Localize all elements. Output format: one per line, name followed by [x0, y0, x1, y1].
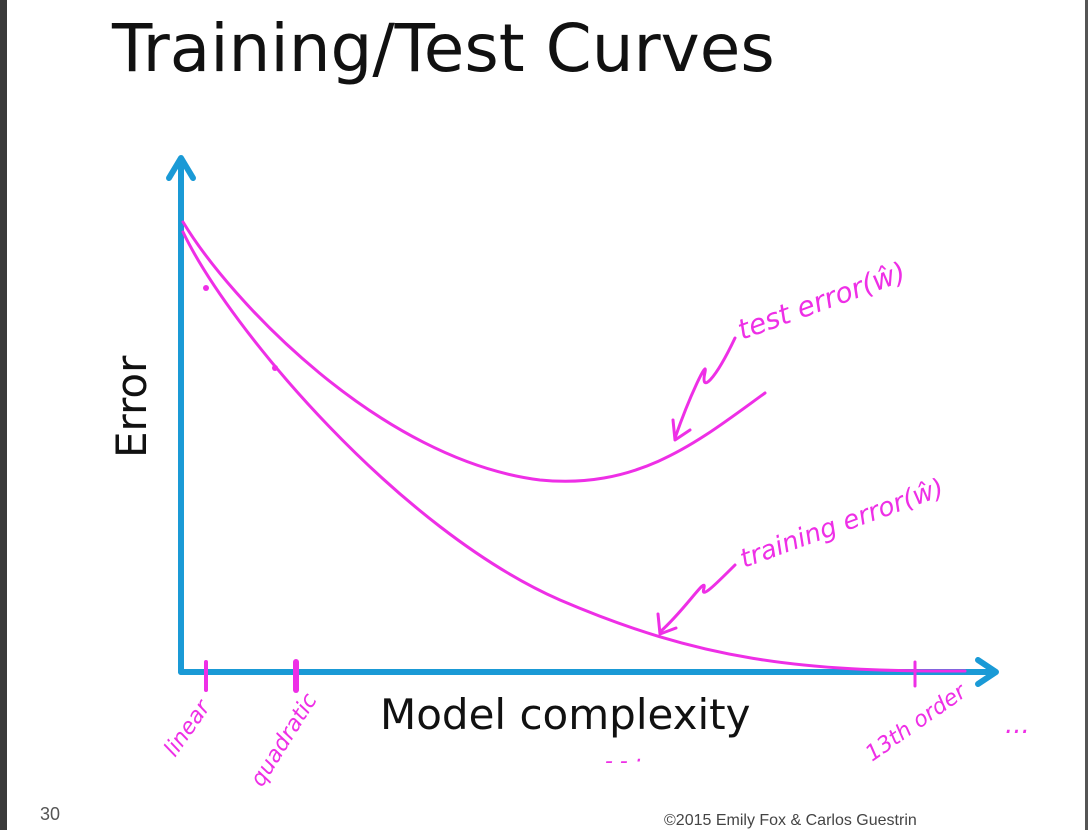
- slide-number: 30: [40, 804, 61, 824]
- tick-label-13th-order: 13th order: [861, 678, 972, 766]
- trailing-dots-annotation: ...: [1005, 710, 1030, 740]
- y-axis-label: Error: [107, 355, 156, 458]
- y-axis-arrowhead: [166, 155, 196, 181]
- tick-label-linear: linear: [159, 695, 216, 762]
- linear-point-marker: [203, 285, 209, 291]
- test-error-curve: [181, 220, 767, 483]
- slide-right-border: [1085, 0, 1088, 830]
- quadratic-point-marker: [272, 365, 278, 371]
- test-curve-pointer-head: [671, 418, 692, 442]
- training-error-annotation: training error(ŵ): [736, 473, 948, 575]
- training-curve-pointer-head: [656, 612, 678, 636]
- test-error-annotation: test error(ŵ): [733, 255, 910, 346]
- middle-dots-annotation: - - ·: [605, 749, 642, 774]
- slide-left-border: [0, 0, 7, 830]
- tick-label-quadratic: quadratic: [246, 689, 323, 791]
- x-axis-arrowhead: [975, 657, 999, 687]
- slide-title: Training/Test Curves: [112, 10, 775, 87]
- x-axis-label: Model complexity: [380, 690, 750, 739]
- training-curve-pointer-arrow: [658, 563, 737, 634]
- training-error-curve: [181, 230, 967, 673]
- test-curve-pointer-arrow: [673, 336, 737, 440]
- copyright-notice: ©2015 Emily Fox & Carlos Guestrin: [664, 812, 917, 829]
